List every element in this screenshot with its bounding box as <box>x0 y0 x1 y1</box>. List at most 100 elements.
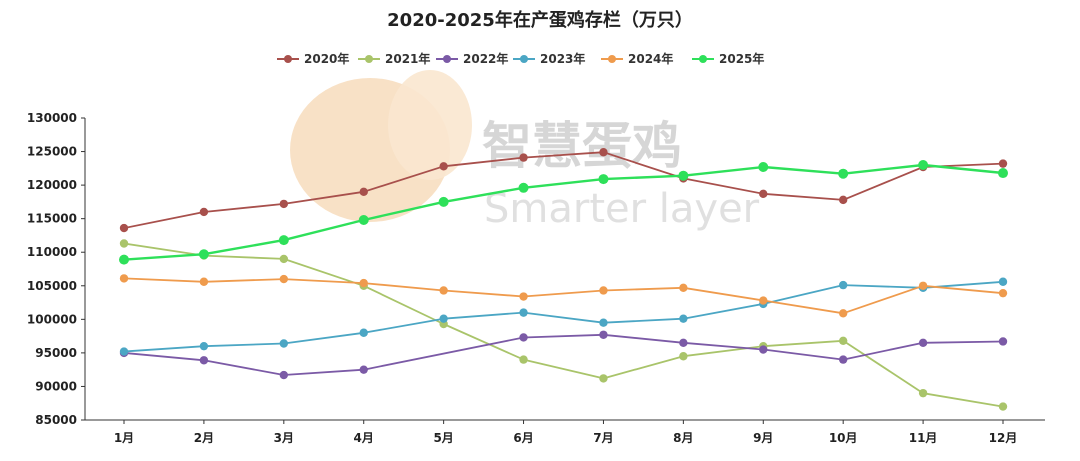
data-point <box>838 355 848 364</box>
data-point <box>598 174 609 185</box>
data-point <box>918 281 928 290</box>
series-2020年 <box>119 148 1008 233</box>
data-point <box>599 330 608 339</box>
data-point <box>199 207 209 217</box>
x-tick-label: 6月 <box>513 431 533 445</box>
x-tick-label: 5月 <box>433 431 453 445</box>
y-tick-label: 115000 <box>27 212 77 226</box>
data-point <box>359 365 368 374</box>
data-point <box>439 162 448 171</box>
legend-swatch-marker <box>443 55 451 63</box>
data-point <box>519 308 528 317</box>
data-point <box>918 338 928 348</box>
chart-title: 2020-2025年在产蛋鸡存栏（万只） <box>387 9 693 31</box>
data-point <box>599 374 608 383</box>
data-point <box>279 254 289 264</box>
legend-label: 2025年 <box>719 51 764 66</box>
legend-swatch-marker <box>608 55 616 63</box>
x-tick-label: 12月 <box>989 431 1018 445</box>
series-line <box>123 242 1004 408</box>
data-point <box>358 215 369 226</box>
x-tick-label: 8月 <box>673 431 693 445</box>
legend-swatch-marker <box>699 55 707 63</box>
data-point <box>599 286 608 295</box>
data-point <box>198 249 209 260</box>
data-point <box>918 159 929 170</box>
data-point <box>439 286 448 295</box>
legend-swatch-marker <box>365 55 373 63</box>
x-tick-label: 4月 <box>354 431 374 445</box>
data-point <box>758 161 769 172</box>
watermark-brand: 智慧蛋鸡 <box>482 117 682 175</box>
data-point <box>998 288 1008 298</box>
data-point <box>998 402 1008 411</box>
series-line <box>123 151 1004 229</box>
data-point <box>838 309 848 318</box>
data-point <box>438 196 449 207</box>
y-tick-label: 90000 <box>35 379 77 393</box>
data-point <box>279 274 289 284</box>
y-tick-label: 95000 <box>35 346 77 360</box>
data-point <box>119 223 129 233</box>
data-point <box>119 274 129 283</box>
data-point <box>679 314 688 323</box>
series-2023年 <box>119 277 1008 356</box>
legend-swatch-marker <box>520 55 528 63</box>
data-point <box>679 352 688 361</box>
legend-label: 2024年 <box>628 51 673 66</box>
data-point <box>359 328 368 337</box>
x-tick-label: 7月 <box>593 431 613 445</box>
data-point <box>359 278 368 288</box>
data-point <box>838 168 849 179</box>
data-point <box>519 333 528 342</box>
watermark-sub: Smarter layer <box>484 186 760 232</box>
y-tick-label: 110000 <box>27 245 77 259</box>
data-point <box>599 318 608 327</box>
data-point <box>759 189 768 199</box>
y-tick-label: 85000 <box>35 413 77 427</box>
data-point <box>278 235 289 246</box>
data-point <box>679 338 688 348</box>
y-tick-label: 130000 <box>27 111 77 125</box>
series-line <box>123 280 1004 353</box>
legend-label: 2020年 <box>304 51 349 66</box>
series-layer <box>119 148 1008 411</box>
data-point <box>279 370 289 380</box>
y-tick-label: 120000 <box>27 178 77 192</box>
x-tick-label: 1月 <box>114 431 134 445</box>
series-line <box>123 277 1004 315</box>
x-tick-label: 2月 <box>194 431 214 445</box>
data-point <box>279 339 289 348</box>
data-point <box>838 336 848 346</box>
data-point <box>199 356 209 365</box>
data-point <box>678 170 689 181</box>
data-point <box>918 388 928 398</box>
legend: 2020年 2021年 2022年 2023年 2024年 2025年 <box>277 51 764 66</box>
data-point <box>199 277 209 286</box>
y-tick-label: 125000 <box>27 145 77 159</box>
data-point <box>759 345 768 354</box>
data-point <box>279 199 289 209</box>
series-line <box>123 163 1004 261</box>
legend-swatch-marker <box>284 55 292 63</box>
data-point <box>838 195 848 205</box>
series-2025年 <box>119 159 1008 265</box>
watermark: 智慧蛋鸡 Smarter layer <box>290 70 760 232</box>
x-tick-label: 11月 <box>909 431 938 445</box>
data-point <box>998 277 1008 286</box>
data-point <box>518 182 529 193</box>
data-point <box>519 153 528 162</box>
y-tick-label: 105000 <box>27 279 77 293</box>
series-2024年 <box>119 274 1008 318</box>
data-point <box>519 355 528 364</box>
y-tick-label: 100000 <box>27 312 77 326</box>
data-point <box>359 187 368 197</box>
data-point <box>838 280 848 290</box>
data-point <box>998 159 1008 168</box>
x-tick-label: 10月 <box>829 431 858 445</box>
data-point <box>199 341 209 351</box>
data-point <box>119 254 129 265</box>
data-point <box>998 337 1008 346</box>
